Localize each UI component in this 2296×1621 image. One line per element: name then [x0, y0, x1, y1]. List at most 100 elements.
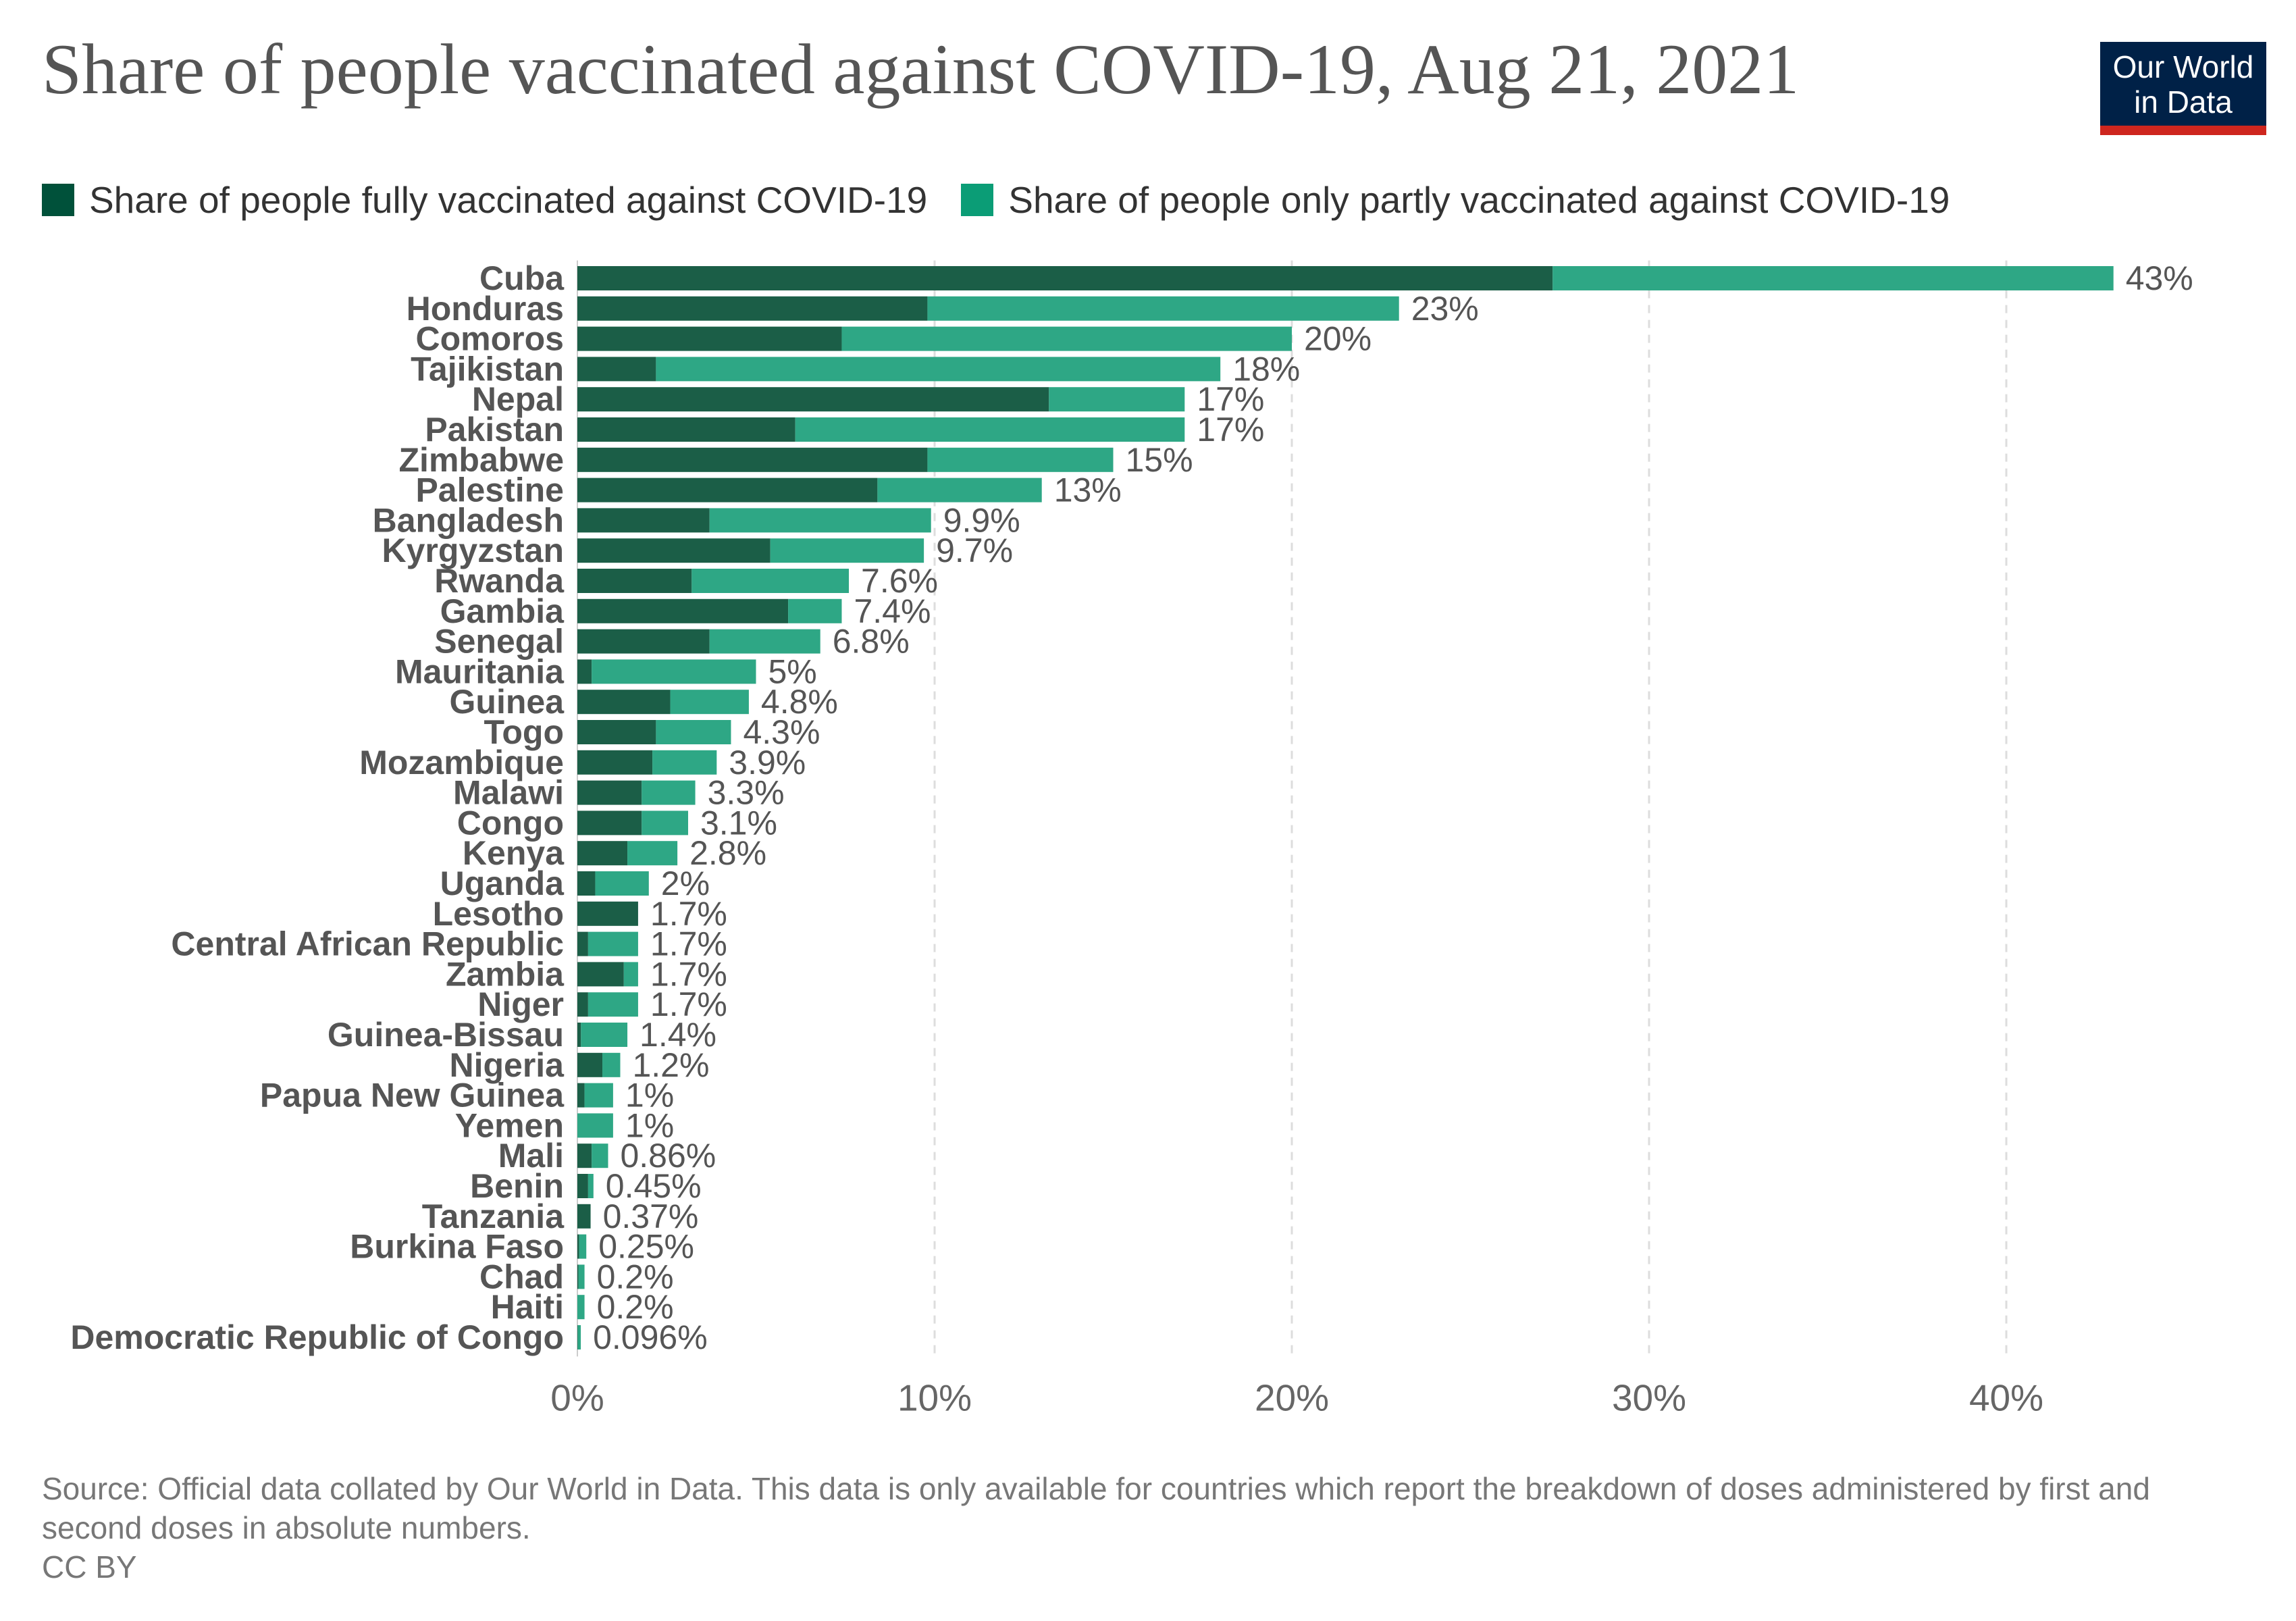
value-label: 2.8%	[689, 834, 766, 872]
value-label: 0.2%	[597, 1288, 674, 1326]
category-label: Kenya	[463, 834, 565, 872]
legend-item-fully[interactable]: Share of people fully vaccinated against…	[42, 178, 927, 222]
x-tick-label: 10%	[897, 1376, 972, 1418]
bar-partly-vaccinated	[1049, 387, 1185, 412]
bar-fully-vaccinated	[577, 508, 710, 533]
x-tick-label: 0%	[550, 1376, 604, 1418]
bar-partly-vaccinated	[581, 1023, 628, 1047]
bar-partly-vaccinated	[577, 1325, 581, 1349]
value-label: 4.8%	[761, 683, 838, 721]
category-label: Mauritania	[395, 652, 565, 690]
value-label: 7.4%	[854, 592, 931, 630]
legend-label-fully: Share of people fully vaccinated against…	[89, 179, 928, 221]
category-label: Congo	[457, 804, 564, 842]
x-tick-label: 20%	[1255, 1376, 1329, 1418]
category-label: Mozambique	[359, 744, 564, 781]
category-label: Pakistan	[425, 411, 564, 448]
x-tick-label: 30%	[1612, 1376, 1686, 1418]
chart-title: Share of people vaccinated against COVID…	[42, 30, 1800, 109]
bar-partly-vaccinated	[656, 357, 1221, 382]
category-label: Cuba	[479, 259, 565, 297]
value-label: 15%	[1126, 441, 1193, 479]
value-label: 43%	[2126, 259, 2193, 297]
bar-partly-vaccinated	[927, 447, 1114, 472]
bar-partly-vaccinated	[577, 1295, 585, 1320]
category-label: Rwanda	[434, 562, 565, 600]
category-label: Niger	[477, 985, 564, 1023]
category-labels: CubaHondurasComorosTajikistanNepalPakist…	[70, 259, 565, 1356]
legend-label-partly: Share of people only partly vaccinated a…	[1008, 179, 1950, 221]
value-label: 17%	[1197, 380, 1264, 418]
legend-item-partly[interactable]: Share of people only partly vaccinated a…	[961, 178, 1950, 222]
bar-fully-vaccinated	[577, 1052, 603, 1077]
source-note: Source: Official data collated by Our Wo…	[42, 1471, 2150, 1545]
bar-chart: CubaHondurasComorosTajikistanNepalPakist…	[70, 259, 2193, 1418]
category-label: Central African Republic	[171, 925, 564, 963]
bar-fully-vaccinated	[577, 1204, 591, 1229]
category-label: Uganda	[440, 865, 565, 902]
category-label: Malawi	[453, 774, 564, 812]
bar-fully-vaccinated	[577, 1143, 592, 1168]
value-labels: 43%23%20%18%17%17%15%13%9.9%9.7%7.6%7.4%…	[593, 259, 2193, 1356]
value-label: 17%	[1197, 411, 1264, 448]
bar-fully-vaccinated	[577, 901, 638, 926]
x-tick-label: 40%	[1969, 1376, 2043, 1418]
category-label: Haiti	[491, 1288, 564, 1326]
category-label: Tanzania	[422, 1198, 565, 1235]
bar-fully-vaccinated	[577, 871, 596, 896]
bar-partly-vaccinated	[588, 992, 638, 1017]
category-label: Honduras	[407, 290, 564, 328]
bar-partly-vaccinated	[692, 569, 850, 593]
value-label: 5%	[768, 652, 817, 690]
value-label: 0.096%	[593, 1318, 708, 1356]
bar-partly-vaccinated	[579, 1234, 587, 1259]
category-label: Palestine	[415, 471, 564, 509]
grid-lines	[577, 260, 2008, 1357]
category-label: Nepal	[472, 380, 564, 418]
logo-line-1: Our World	[2112, 49, 2254, 84]
bar-partly-vaccinated	[656, 720, 731, 744]
bar-fully-vaccinated	[577, 1325, 578, 1349]
bar-fully-vaccinated	[577, 629, 710, 654]
value-label: 23%	[1411, 290, 1479, 328]
bar-partly-vaccinated	[578, 1264, 585, 1289]
bar-fully-vaccinated	[577, 569, 692, 593]
category-label: Guinea	[450, 683, 565, 721]
category-label: Senegal	[434, 623, 564, 661]
bar-fully-vaccinated	[577, 1174, 588, 1198]
bar-partly-vaccinated	[592, 1143, 608, 1168]
license-note: CC BY	[42, 1549, 137, 1585]
value-label: 1.7%	[650, 925, 727, 963]
bar-fully-vaccinated	[577, 750, 653, 775]
value-label: 0.45%	[606, 1167, 702, 1205]
bar-fully-vaccinated	[577, 1023, 581, 1047]
category-label: Gambia	[440, 592, 565, 630]
category-label: Chad	[479, 1258, 564, 1295]
bar-fully-vaccinated	[577, 296, 928, 321]
bar-fully-vaccinated	[577, 690, 671, 715]
value-label: 4.3%	[743, 713, 820, 751]
value-label: 6.8%	[833, 623, 910, 661]
value-label: 1%	[625, 1077, 674, 1114]
bar-fully-vaccinated	[577, 357, 656, 382]
category-label: Comoros	[416, 320, 564, 358]
value-label: 1.7%	[650, 985, 727, 1023]
bar-fully-vaccinated	[577, 387, 1049, 412]
bar-partly-vaccinated	[652, 750, 717, 775]
category-label: Benin	[470, 1167, 564, 1205]
category-label: Democratic Republic of Congo	[70, 1318, 564, 1356]
our-world-in-data-logo[interactable]: Our World in Data	[2100, 42, 2266, 135]
bar-partly-vaccinated	[795, 417, 1185, 442]
bar-partly-vaccinated	[588, 1174, 594, 1198]
bar-partly-vaccinated	[642, 780, 696, 805]
logo-line-2: in Data	[2134, 84, 2233, 120]
bar-partly-vaccinated	[623, 962, 638, 987]
bar-fully-vaccinated	[577, 810, 642, 835]
bar-fully-vaccinated	[577, 659, 592, 684]
value-label: 0.25%	[598, 1228, 694, 1266]
bar-fully-vaccinated	[577, 1083, 585, 1108]
legend-swatch-partly	[961, 184, 994, 216]
category-label: Zambia	[446, 955, 565, 993]
bar-partly-vaccinated	[841, 326, 1292, 351]
value-label: 0.2%	[597, 1258, 674, 1295]
